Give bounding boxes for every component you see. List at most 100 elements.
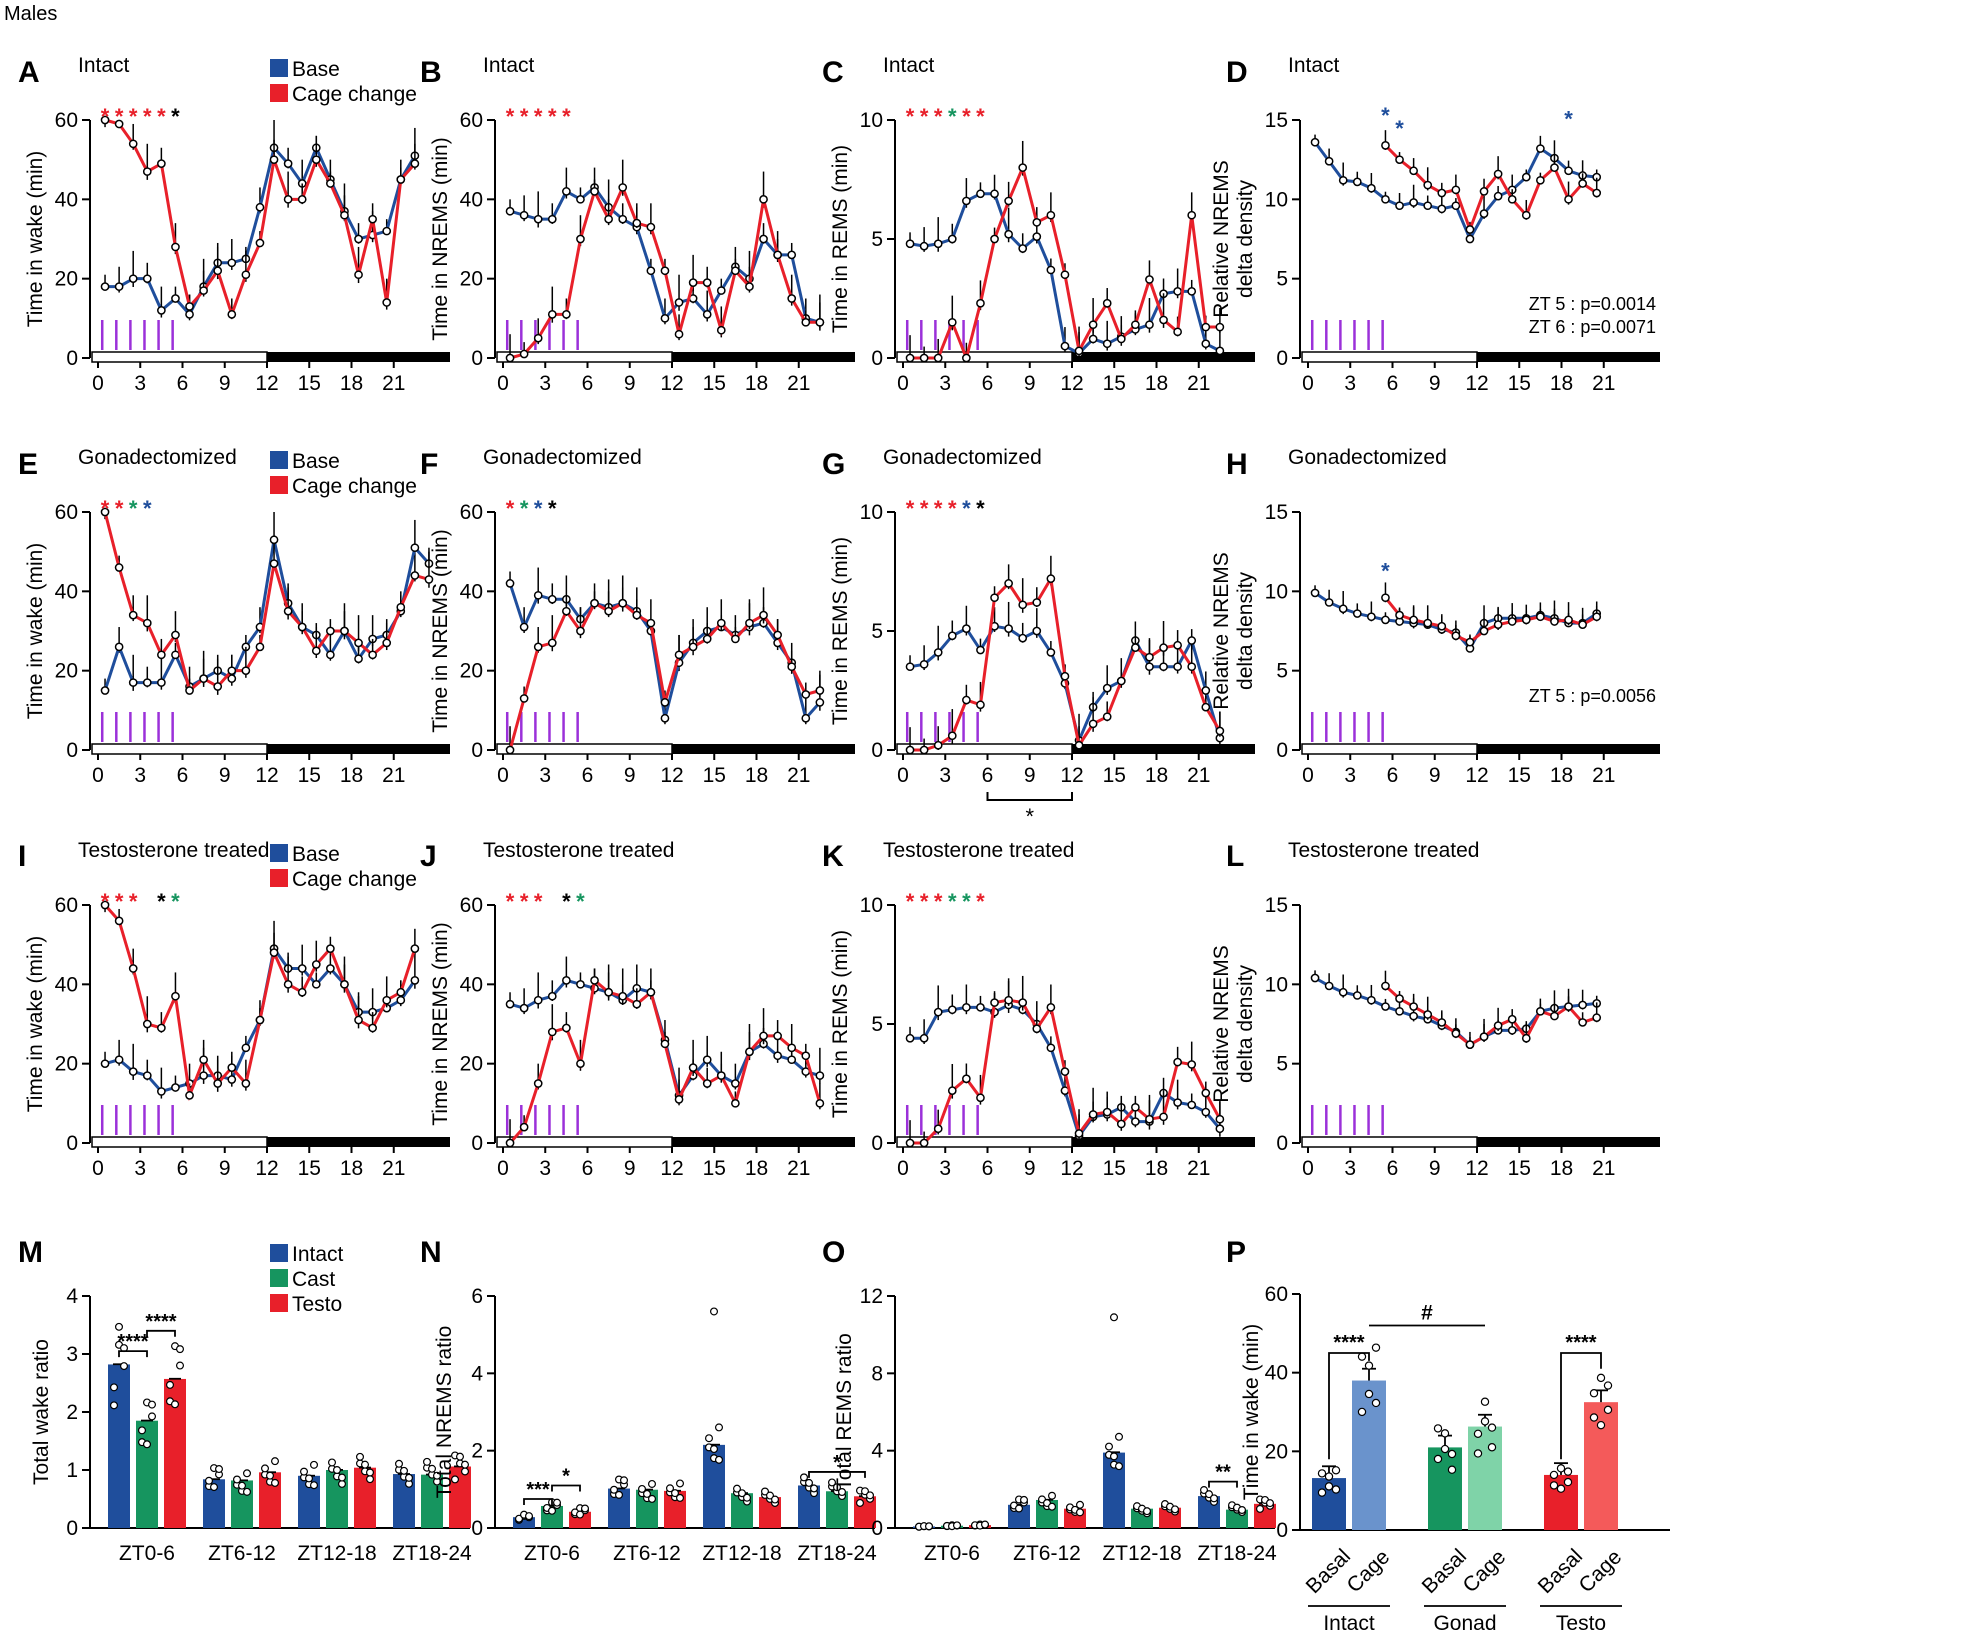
light-phase-bar (91, 1136, 268, 1148)
y-tick-label: 5 (1276, 1053, 1288, 1076)
individual-point (714, 1455, 723, 1464)
significance-star: * (115, 496, 124, 521)
data-point (533, 590, 543, 600)
individual-point (609, 1485, 618, 1494)
individual-point (461, 1460, 470, 1469)
figure-title: Males (4, 3, 57, 25)
bar-cast (136, 1420, 158, 1528)
data-point (1187, 1100, 1197, 1110)
data-point (618, 598, 628, 608)
data-point (1032, 217, 1042, 227)
sig-label: **** (1333, 1332, 1364, 1354)
data-point (1310, 137, 1320, 147)
data-point (905, 1138, 915, 1148)
data-point (241, 1079, 251, 1088)
y-tick-label: 0 (471, 347, 483, 370)
x-tick-label: 3 (134, 1157, 146, 1180)
y-axis-label: Time in NREMS (min) (429, 137, 452, 340)
x-tick-label: 9 (1024, 764, 1036, 787)
data-point (128, 139, 138, 149)
data-point (255, 642, 265, 652)
y-axis-label: Relative NREMS (1210, 945, 1233, 1103)
data-point (604, 987, 613, 997)
significance-star: * (534, 104, 543, 129)
category-label: Cage (1343, 1546, 1395, 1598)
data-point (547, 214, 557, 224)
significance-star: * (1381, 103, 1390, 128)
category-label: ZT12-18 (297, 1542, 376, 1565)
data-point (562, 1023, 571, 1033)
significance-star: * (129, 104, 138, 129)
data-point (815, 686, 825, 695)
y-axis-label: delta density (1234, 572, 1257, 690)
x-tick-label: 9 (219, 1157, 231, 1180)
significance-star: * (1381, 559, 1390, 584)
data-point (424, 575, 434, 584)
significance-star: * (143, 496, 152, 521)
data-point (1592, 188, 1602, 198)
data-point (1145, 662, 1154, 672)
bracket-star: * (1025, 804, 1034, 829)
data-point (1159, 662, 1168, 672)
data-point (815, 317, 825, 327)
dark-phase-bar (1477, 352, 1660, 362)
individual-point (804, 1478, 813, 1487)
data-point (142, 167, 152, 176)
x-tick-label: 18 (1550, 1157, 1573, 1180)
data-point (976, 1002, 985, 1012)
data-point (368, 650, 377, 660)
y-tick-label: 10 (1265, 973, 1288, 996)
data-point (759, 234, 768, 244)
data-point (787, 294, 797, 303)
data-point (410, 571, 420, 580)
y-tick-label: 0 (871, 347, 883, 370)
data-point (311, 979, 321, 989)
data-point (976, 298, 985, 308)
data-point (396, 987, 406, 997)
data-point (1187, 210, 1197, 220)
y-tick-label: 2 (471, 1440, 483, 1463)
data-point (311, 646, 321, 656)
data-point (1395, 994, 1404, 1003)
data-point (773, 1031, 782, 1041)
y-tick-label: 10 (860, 501, 883, 524)
data-point (1578, 179, 1587, 188)
data-point (604, 606, 613, 616)
x-tick-label: 0 (497, 764, 509, 787)
individual-point (1170, 1505, 1179, 1514)
significance-star: * (934, 496, 943, 521)
data-point (1352, 991, 1362, 1000)
data-point (1201, 686, 1211, 695)
y-axis-label: Total wake ratio (30, 1339, 53, 1485)
x-tick-label: 0 (1302, 1157, 1314, 1180)
category-label: Cage (1459, 1546, 1511, 1598)
data-point (157, 678, 166, 687)
individual-point (1324, 1472, 1334, 1481)
bar-cast (421, 1474, 443, 1528)
individual-point (547, 1506, 556, 1515)
data-point (1437, 204, 1447, 214)
individual-point (205, 1476, 214, 1485)
y-tick-label: 10 (860, 109, 883, 132)
sig-bracket (1560, 1352, 1602, 1460)
individual-point (1047, 1502, 1056, 1511)
data-point (185, 302, 194, 311)
data-point (547, 991, 557, 1001)
y-axis-label: Time in NREMS (min) (429, 529, 452, 732)
data-point (171, 1083, 180, 1092)
x-tick-label: 9 (219, 372, 231, 395)
data-point (1465, 637, 1475, 647)
data-point (1102, 712, 1112, 722)
significance-star: * (948, 889, 957, 914)
data-point (199, 1071, 208, 1080)
individual-point (1331, 1485, 1341, 1494)
individual-point (395, 1459, 404, 1468)
sig-label: ** (1215, 1462, 1231, 1484)
data-point (157, 650, 166, 660)
bar-cast (826, 1491, 848, 1528)
data-point (1381, 1002, 1390, 1011)
data-point (905, 662, 915, 672)
data-point (227, 1075, 237, 1084)
individual-point (860, 1487, 869, 1496)
